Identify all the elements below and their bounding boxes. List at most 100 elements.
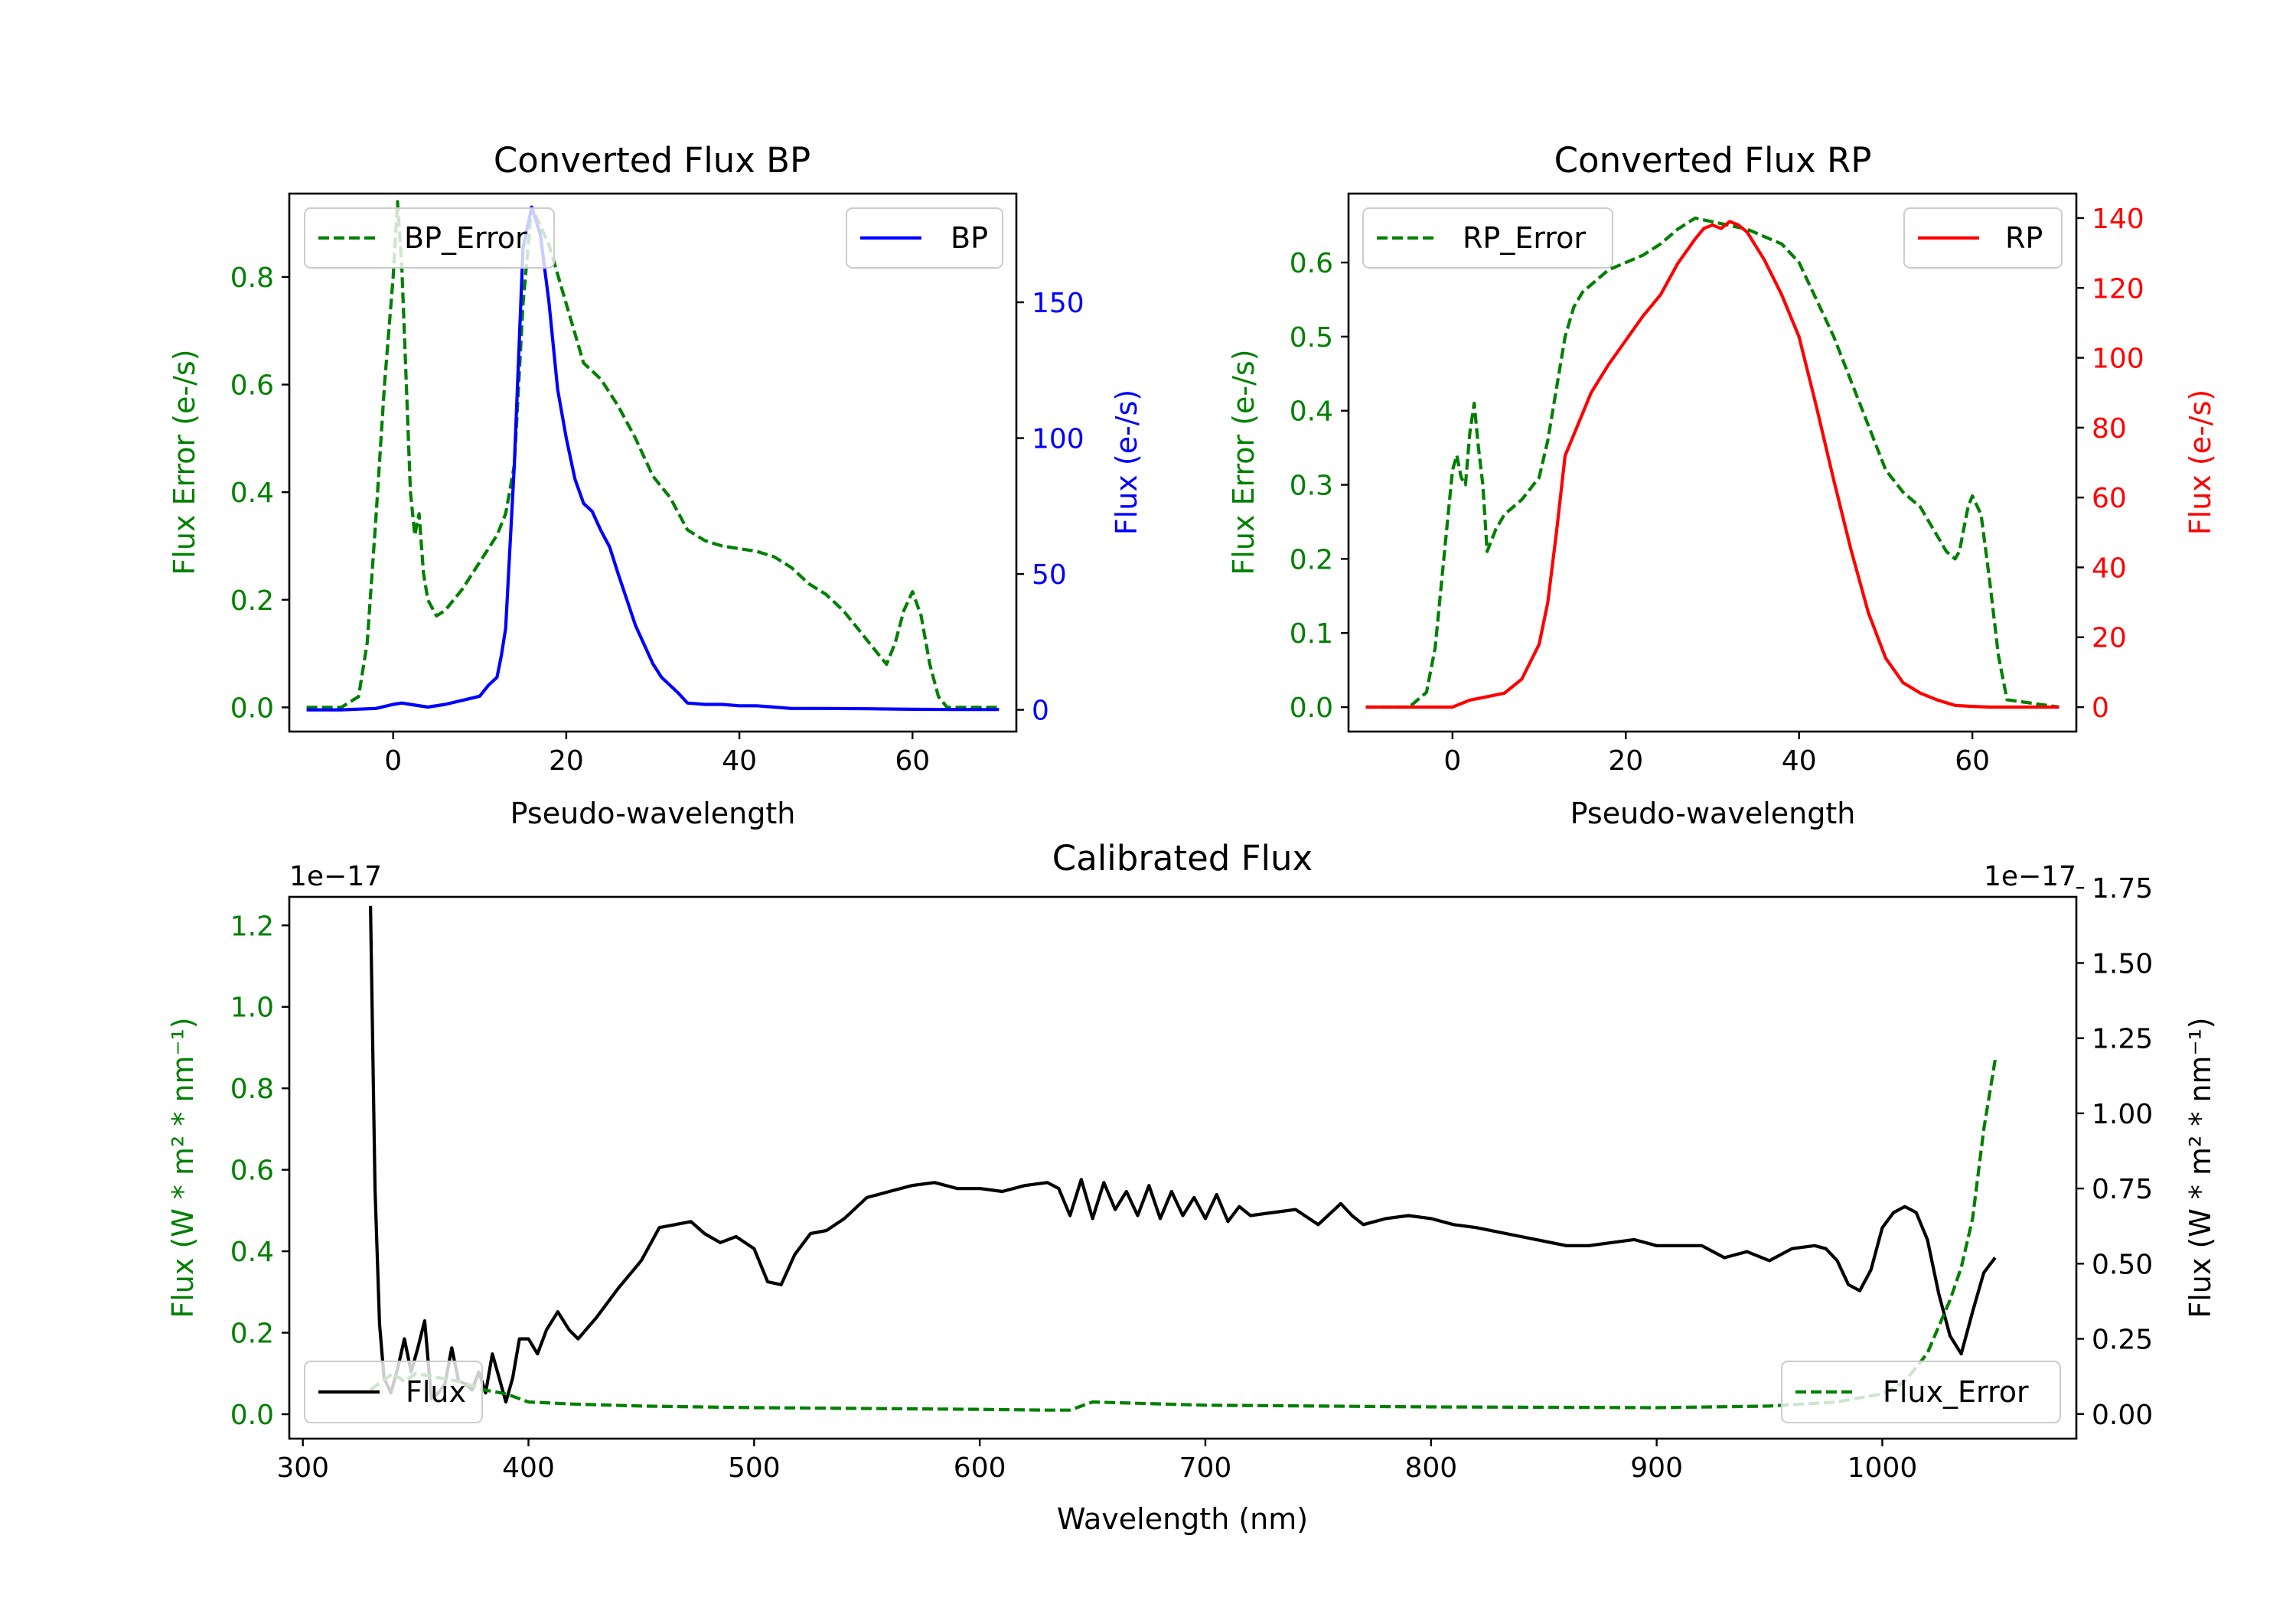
calibrated-series-flux-line xyxy=(369,905,1997,1404)
rp-chart: Converted Flux RP 0 20 40 60 0.00.10.20.30.… xyxy=(1227,140,2217,830)
rp-x-ticks: 0 20 40 60 xyxy=(1443,732,1990,777)
rp-legend-flux-label: RP xyxy=(2005,221,2043,255)
bp-legend-flux-label: BP xyxy=(951,221,988,255)
calibrated-right-tick-label: 1.00 xyxy=(2092,1099,2153,1130)
bp-legend-flux: BP xyxy=(846,207,1003,269)
bp-x-tick-label: 60 xyxy=(895,745,930,777)
rp-legend-flux: RP xyxy=(1903,207,2063,269)
calibrated-right-tick-label: 1.50 xyxy=(2092,948,2153,980)
calibrated-left-ticks: 0.0 0.2 0.4 0.6 0.8 1.0 1.2 xyxy=(230,911,289,1431)
calibrated-chart: Calibrated Flux 1e−17 1e−17 300 400 500 600… xyxy=(166,838,2217,1536)
calibrated-left-tick-label: 0.2 xyxy=(230,1319,274,1350)
bp-left-tick-label: 0.2 xyxy=(230,585,274,617)
bp-right-axis-label: Flux (e-/s) xyxy=(1110,390,1143,535)
calibrated-right-tick-label: 1.75 xyxy=(2092,873,2153,905)
bp-series-bp-line xyxy=(306,205,1000,712)
calibrated-right-ticks: 0.00 0.25 0.50 0.75 1.00 1.25 1.50 1.75 xyxy=(2076,873,2153,1431)
bp-right-tick-label: 0 xyxy=(1032,696,1049,727)
calibrated-left-axis-label: Flux (W * m² * nm⁻¹) xyxy=(166,1017,200,1318)
bp-right-ticks: 0 50 100 150 xyxy=(1016,288,1084,727)
bp-right-tick-label: 150 xyxy=(1032,288,1084,319)
rp-plot-frame xyxy=(1347,192,2078,733)
rp-right-tick-label: 0 xyxy=(2092,693,2109,724)
rp-right-tick-label: 80 xyxy=(2092,413,2127,445)
rp-left-ticks: 0.0 0.1 0.2 0.3 0.4 0.5 0.6 xyxy=(1290,248,1349,724)
calibrated-left-tick-label: 0.0 xyxy=(230,1400,274,1431)
calibrated-left-tick-label: 0.6 xyxy=(230,1156,274,1187)
calibrated-right-tick-label: 0.25 xyxy=(2092,1325,2153,1356)
calibrated-right-tick-label: 1.25 xyxy=(2092,1024,2153,1055)
rp-right-tick-label: 100 xyxy=(2092,344,2144,375)
rp-left-tick-label: 0.6 xyxy=(1290,248,1333,279)
calibrated-x-tick-label: 1000 xyxy=(1848,1452,1918,1484)
calibrated-right-axis-label: Flux (W * m² * nm⁻¹) xyxy=(2183,1017,2217,1318)
bp-left-tick-label: 0.0 xyxy=(230,693,274,724)
bp-legend-error-label: BP_Error xyxy=(404,221,527,255)
calibrated-x-tick-label: 500 xyxy=(728,1452,781,1484)
rp-legend-error-label: RP_Error xyxy=(1463,221,1586,255)
rp-x-tick-label: 0 xyxy=(1443,745,1461,777)
calibrated-chart-title: Calibrated Flux xyxy=(1052,838,1313,878)
calibrated-legend-error: Flux_Error xyxy=(1781,1361,2061,1423)
rp-left-axis-label: Flux Error (e-/s) xyxy=(1227,349,1261,575)
rp-x-tick-label: 60 xyxy=(1955,745,1990,777)
bp-right-tick-label: 50 xyxy=(1032,559,1067,591)
rp-right-axis-label: Flux (e-/s) xyxy=(2183,390,2217,535)
rp-series-rp-error-line xyxy=(1365,216,2060,709)
bp-chart: Converted Flux BP 0 20 40 60 0.00.20.40.60.… xyxy=(168,140,1143,830)
bp-left-tick-label: 0.6 xyxy=(230,370,274,402)
bp-plot-frame xyxy=(288,192,1018,733)
rp-right-tick-label: 40 xyxy=(2092,553,2127,584)
rp-right-tick-label: 20 xyxy=(2092,623,2127,654)
calibrated-legend-flux-label: Flux xyxy=(406,1375,466,1409)
rp-left-tick-label: 0.2 xyxy=(1290,544,1333,575)
bp-left-axis-label: Flux Error (e-/s) xyxy=(168,349,201,575)
calibrated-legend-error-label: Flux_Error xyxy=(1883,1375,2029,1409)
rp-left-tick-label: 0.4 xyxy=(1290,396,1333,428)
bp-legend-error: BP_Error xyxy=(304,207,555,269)
bp-left-tick-label: 0.4 xyxy=(230,478,274,509)
calibrated-legend-flux: Flux xyxy=(304,1361,483,1423)
calibrated-x-axis-label: Wavelength (nm) xyxy=(1057,1502,1308,1536)
calibrated-right-tick-label: 0.50 xyxy=(2092,1249,2153,1280)
bp-x-ticks: 0 20 40 60 xyxy=(384,732,930,777)
bp-series-bp-error-line xyxy=(306,200,1000,709)
rp-x-tick-label: 20 xyxy=(1608,745,1643,777)
rp-x-tick-label: 40 xyxy=(1782,745,1817,777)
bp-x-tick-label: 20 xyxy=(549,745,584,777)
rp-series-layer xyxy=(1365,216,2060,709)
calibrated-x-tick-label: 300 xyxy=(276,1452,329,1484)
rp-x-axis-label: Pseudo-wavelength xyxy=(1570,797,1856,830)
rp-left-tick-label: 0.5 xyxy=(1290,322,1333,354)
calibrated-plot-frame xyxy=(288,895,2078,1440)
rp-right-ticks: 0 20 40 60 80 100 120 140 xyxy=(2076,204,2144,724)
calibrated-left-tick-label: 1.0 xyxy=(230,993,274,1024)
calibrated-x-tick-label: 700 xyxy=(1179,1452,1232,1484)
calibrated-right-offset-text: 1e−17 xyxy=(1984,861,2076,892)
calibrated-left-tick-label: 0.4 xyxy=(230,1237,274,1268)
rp-series-rp-line xyxy=(1365,220,2060,709)
rp-right-tick-label: 60 xyxy=(2092,483,2127,514)
bp-x-axis-label: Pseudo-wavelength xyxy=(510,797,796,830)
bp-left-tick-label: 0.8 xyxy=(230,262,274,294)
calibrated-x-tick-label: 400 xyxy=(502,1452,555,1484)
calibrated-left-tick-label: 1.2 xyxy=(230,911,274,942)
bp-left-ticks: 0.0 0.2 0.4 0.6 0.8 xyxy=(230,262,289,724)
rp-chart-title: Converted Flux RP xyxy=(1554,140,1872,181)
rp-right-tick-label: 140 xyxy=(2092,204,2144,235)
calibrated-left-tick-label: 0.8 xyxy=(230,1074,274,1105)
rp-right-tick-label: 120 xyxy=(2092,273,2144,305)
rp-left-tick-label: 0.1 xyxy=(1290,618,1333,650)
rp-legend-error: RP_Error xyxy=(1362,207,1613,269)
calibrated-left-offset-text: 1e−17 xyxy=(289,861,382,892)
rp-left-tick-label: 0.3 xyxy=(1290,471,1333,502)
rp-left-tick-label: 0.0 xyxy=(1290,693,1333,724)
calibrated-series-flux-error-line xyxy=(369,1059,1997,1412)
calibrated-x-ticks: 300 400 500 600 700 800 900 1000 xyxy=(276,1439,1917,1484)
calibrated-x-tick-label: 600 xyxy=(954,1452,1006,1484)
calibrated-x-tick-label: 900 xyxy=(1630,1452,1683,1484)
bp-x-tick-label: 0 xyxy=(384,745,402,777)
bp-right-tick-label: 100 xyxy=(1032,424,1084,455)
calibrated-right-tick-label: 0.75 xyxy=(2092,1174,2153,1205)
